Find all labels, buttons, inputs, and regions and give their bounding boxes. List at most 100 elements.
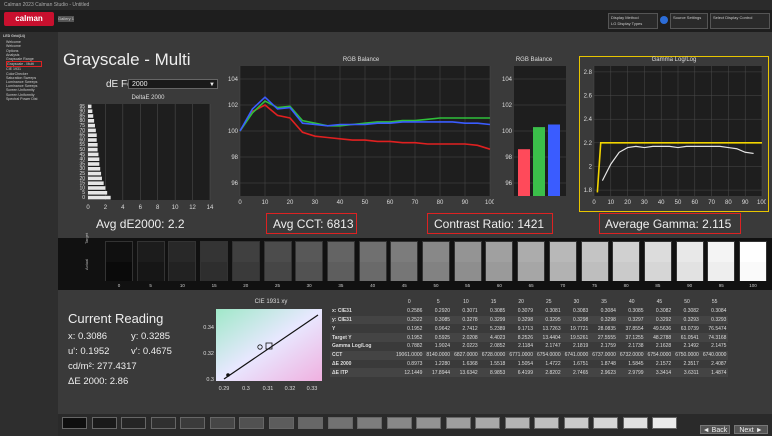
grayscale-swatch[interactable] bbox=[643, 241, 672, 281]
deltae-y-tick: 95 bbox=[79, 104, 85, 110]
avg-cct-value: Avg CCT: 6813 bbox=[266, 213, 357, 234]
table-cell: 0.3084 bbox=[700, 306, 729, 316]
sidebar-item[interactable]: CIE 1931 bbox=[6, 67, 21, 72]
grayscale-swatch[interactable] bbox=[453, 241, 482, 281]
next-arrow-icon: ► bbox=[753, 427, 763, 434]
sidebar-item[interactable]: Analysis bbox=[6, 52, 20, 57]
grayscale-swatch[interactable] bbox=[231, 241, 260, 281]
grayscale-swatch[interactable] bbox=[168, 241, 197, 281]
bottom-swatch[interactable] bbox=[386, 417, 412, 429]
swatch-label: 75 bbox=[591, 283, 597, 288]
bottom-swatch[interactable] bbox=[475, 417, 500, 429]
sidebar-item[interactable]: Screen Uniformity bbox=[6, 92, 35, 97]
grayscale-swatch[interactable] bbox=[200, 241, 229, 281]
grayscale-swatch[interactable] bbox=[136, 241, 165, 281]
display-method-label: Display Method bbox=[611, 15, 639, 20]
grayscale-swatch[interactable] bbox=[105, 241, 133, 281]
back-button[interactable]: ◄ Back bbox=[700, 425, 730, 434]
bottom-swatch[interactable] bbox=[150, 417, 176, 429]
deltae-y-tick: 0 bbox=[82, 195, 85, 201]
bottom-swatch[interactable] bbox=[593, 417, 618, 429]
sidebar-item[interactable]: Luminance Sweeps bbox=[6, 84, 38, 89]
bottom-swatch[interactable] bbox=[563, 417, 589, 429]
table-cell: 0.2920 bbox=[424, 306, 453, 316]
grayscale-swatch[interactable] bbox=[326, 241, 355, 281]
grayscale-swatch[interactable] bbox=[263, 241, 292, 281]
swatch-label: 65 bbox=[528, 283, 534, 288]
bottom-swatch[interactable] bbox=[180, 417, 205, 429]
display-control-panel[interactable]: Select Display Control bbox=[710, 13, 770, 29]
sidebar-item[interactable]: Saturation Sweeps bbox=[6, 75, 37, 80]
bottom-swatch[interactable] bbox=[416, 417, 441, 429]
window-title: Calman 2023 Calman Studio - Untitled bbox=[0, 0, 772, 10]
page-title: Grayscale - Multi bbox=[63, 50, 191, 69]
bottom-swatch[interactable] bbox=[652, 417, 677, 429]
bottom-swatch[interactable] bbox=[445, 417, 471, 429]
reading-y: y: 0.3285 bbox=[131, 331, 171, 342]
grayscale-swatch[interactable] bbox=[675, 241, 704, 281]
sidebar-item[interactable]: Welcome bbox=[6, 44, 21, 49]
sidebar-item[interactable]: Screen Uniformity bbox=[6, 88, 35, 93]
table-cell: 1.5518 bbox=[479, 359, 508, 369]
grayscale-swatch[interactable] bbox=[517, 241, 546, 281]
sidebar-item[interactable]: Spectral Power Dist bbox=[6, 96, 38, 101]
display-method-panel[interactable]: Display Method LG Display Types bbox=[608, 13, 658, 29]
bottom-swatch[interactable] bbox=[622, 417, 648, 429]
bottom-swatch[interactable] bbox=[91, 417, 117, 429]
bottom-swatch[interactable] bbox=[209, 417, 235, 429]
table-cell: 0.3278 bbox=[452, 315, 480, 325]
sidebar-item[interactable]: Grayscale Range bbox=[6, 57, 34, 62]
bottom-swatch[interactable] bbox=[268, 417, 294, 429]
table-cell: 0.3085 bbox=[424, 315, 453, 325]
table-cell: 0.3298 bbox=[590, 315, 618, 325]
grayscale-swatch[interactable] bbox=[358, 241, 387, 281]
sidebar-item[interactable]: ColorChecker bbox=[6, 71, 28, 76]
grayscale-swatch[interactable] bbox=[295, 241, 324, 281]
next-button[interactable]: Next ► bbox=[734, 425, 768, 434]
grayscale-swatch[interactable] bbox=[707, 241, 736, 281]
deltae-chart-title: DeltaE 2000 bbox=[131, 95, 165, 101]
rgb-series-line bbox=[239, 104, 491, 150]
grayscale-swatch[interactable] bbox=[485, 241, 514, 281]
grayscale-swatch[interactable] bbox=[548, 241, 577, 281]
bottom-swatch[interactable] bbox=[121, 417, 146, 429]
grayscale-swatch[interactable] bbox=[612, 241, 641, 281]
table-header-cell: 30 bbox=[562, 298, 591, 307]
rgb-x-tick: 30 bbox=[312, 200, 319, 206]
sidebar: LED Grid(14) Welcome Welcome Options Analys… bbox=[0, 32, 59, 436]
grayscale-swatch[interactable] bbox=[390, 241, 419, 281]
rgb-bar-y-tick: 102 bbox=[502, 103, 513, 109]
grayscale-swatch[interactable] bbox=[580, 241, 609, 281]
de-formula-select[interactable]: 2000 ▼ bbox=[128, 79, 218, 89]
bottom-swatch[interactable] bbox=[357, 417, 382, 429]
rgb-bar-y-tick: 98 bbox=[505, 155, 512, 161]
rgb-line-chart: 104 102 100 98 96 0 10 20 30 40 50 60 70 80 90 100 bbox=[228, 66, 494, 206]
gallery-tab[interactable]: Gallery 1 bbox=[58, 16, 75, 22]
source-settings-panel[interactable]: Source Settings bbox=[670, 13, 708, 29]
grayscale-swatch-actual bbox=[264, 262, 291, 281]
grayscale-swatch[interactable] bbox=[422, 241, 450, 281]
connect-icon[interactable] bbox=[660, 16, 668, 24]
table-cell: 0.3082 bbox=[645, 306, 674, 316]
table-header-cell: 40 bbox=[617, 298, 646, 307]
gamma-x-tick: 50 bbox=[675, 200, 682, 206]
bottom-swatch[interactable] bbox=[504, 417, 530, 429]
table-cell: 0.3293 bbox=[700, 315, 729, 325]
sidebar-item[interactable]: Luminance Sweeps bbox=[6, 80, 38, 85]
display-control-label: Select Display Control bbox=[713, 15, 753, 20]
bottom-swatch[interactable] bbox=[534, 417, 559, 429]
swatch-actual-label: Actual bbox=[84, 258, 89, 270]
bottom-swatch[interactable] bbox=[239, 417, 264, 429]
grayscale-swatch[interactable] bbox=[739, 241, 767, 281]
bottom-swatch[interactable] bbox=[327, 417, 353, 429]
measurement-table: 0 5 10 15 20 25 30 35 40 45 50 55 x: CIE31 0.2586 0.29… bbox=[330, 298, 729, 378]
table-cell: 0.3081 bbox=[534, 306, 563, 316]
bottom-swatch[interactable] bbox=[62, 417, 87, 429]
deltae-x-tick: 14 bbox=[207, 205, 214, 211]
table-cell: 2.9799 bbox=[617, 368, 646, 378]
sidebar-item[interactable]: Grayscale - Multi bbox=[6, 61, 42, 68]
table-cell: 5.2389 bbox=[479, 324, 508, 334]
bottom-swatch[interactable] bbox=[298, 417, 323, 429]
sidebar-item[interactable]: Options bbox=[6, 48, 19, 53]
sidebar-item[interactable]: Welcome bbox=[6, 40, 21, 45]
